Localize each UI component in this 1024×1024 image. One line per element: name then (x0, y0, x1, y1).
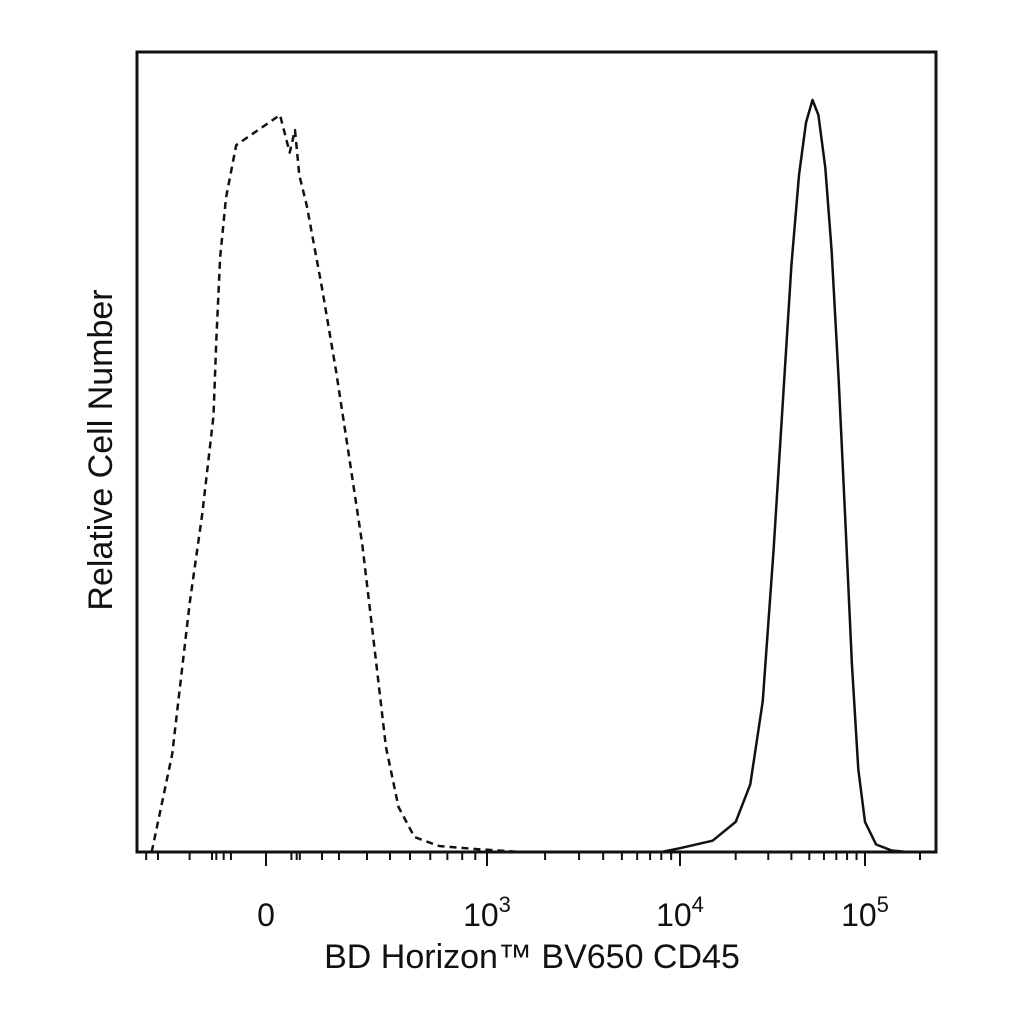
x-tick-label: 105 (841, 892, 889, 933)
x-tick-label: 103 (463, 892, 511, 933)
x-tick-label-base: 10 (841, 897, 877, 933)
x-axis-tick-labels: 0 103 104 105 (257, 892, 889, 933)
x-tick-label-exponent: 4 (692, 892, 704, 917)
x-tick-label: 0 (257, 897, 275, 933)
series-solid-line (487, 98, 908, 854)
x-tick-label-base: 10 (463, 897, 499, 933)
x-axis-minor-ticks (145, 852, 921, 860)
series-dashed-line (150, 113, 898, 854)
x-tick-label-exponent: 3 (499, 892, 511, 917)
x-tick-label-exponent: 5 (877, 892, 889, 917)
x-tick-label-base: 10 (656, 897, 692, 933)
plot-frame (135, 50, 938, 854)
x-tick-label: 104 (656, 892, 704, 933)
y-axis-label: Relative Cell Number (82, 289, 120, 610)
x-axis-label: BD Horizon™ BV650 CD45 (324, 938, 740, 976)
series-layer (150, 98, 908, 854)
x-axis-major-ticks (265, 852, 866, 866)
x-tick-label-base: 0 (257, 897, 275, 933)
